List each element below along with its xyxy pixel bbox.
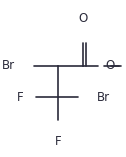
Text: F: F (55, 135, 62, 148)
Text: Br: Br (97, 91, 110, 104)
Text: O: O (78, 12, 87, 25)
Text: O: O (105, 60, 115, 72)
Text: Br: Br (2, 60, 15, 72)
Text: F: F (17, 91, 23, 104)
